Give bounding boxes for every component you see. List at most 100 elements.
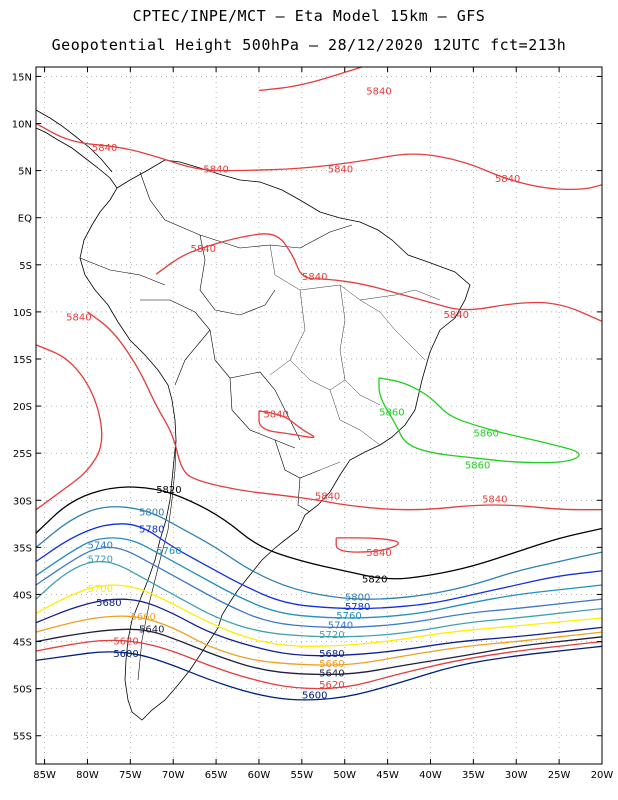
country-borders — [79, 171, 353, 681]
contour-line-5820 — [36, 486, 602, 580]
contour-label-5600: 5600 — [113, 649, 138, 660]
contour-label-5820: 5820 — [156, 485, 181, 496]
contour-label-5840: 5840 — [263, 410, 288, 421]
contour-label-5820: 5820 — [362, 574, 387, 585]
lat-tick-label: 25S — [13, 449, 32, 460]
lon-tick-label: 80W — [76, 770, 99, 781]
contour-label-5840: 5840 — [315, 492, 340, 503]
contour-label-5840: 5840 — [92, 143, 117, 154]
contour-label-5840: 5840 — [443, 310, 468, 321]
lat-tick-label: 10S — [13, 308, 32, 319]
lat-tick-label: 35S — [13, 543, 32, 554]
contour-line-5680 — [36, 598, 602, 657]
contour-line-5840 — [87, 311, 602, 511]
contour-labels: 5840 5840 5840 5840 5840 5840 5840 5840 5840 5840… — [66, 87, 520, 702]
contour-label-5660: 5660 — [319, 659, 344, 670]
contour-label-5800: 5800 — [345, 592, 370, 603]
lat-tick-label: 5N — [18, 167, 32, 178]
contour-label-5840: 5840 — [366, 87, 391, 98]
contour-label-5840: 5840 — [495, 174, 520, 185]
contour-line-5840 — [155, 233, 602, 322]
contour-label-5640: 5640 — [139, 624, 164, 635]
lat-tick-label: 15N — [12, 72, 32, 83]
map-frame — [35, 66, 603, 765]
lat-tick-label: EQ — [18, 214, 32, 225]
contour-label-5860: 5860 — [465, 460, 490, 471]
brazil-state-borders — [269, 244, 441, 471]
lat-tick-label: 15S — [13, 355, 32, 366]
map-title-line-1: CPTEC/INPE/MCT – Eta Model 15km – GFS — [132, 7, 486, 25]
contour-label-5840: 5840 — [302, 272, 327, 283]
lat-tick-label: 30S — [13, 496, 32, 507]
contour-line-5600 — [36, 645, 602, 701]
lat-tick-label: 55S — [13, 732, 32, 743]
contour-line-5660 — [36, 615, 602, 666]
contour-label-5760: 5760 — [336, 611, 361, 622]
contour-line-5800 — [36, 506, 602, 600]
lat-tick-label: 20S — [13, 402, 32, 413]
contour-label-5840: 5840 — [203, 165, 228, 176]
contour-label-5600: 5600 — [302, 690, 327, 701]
contour-line-5620 — [36, 639, 602, 690]
contour-line-5740 — [36, 546, 602, 629]
contour-label-5720: 5720 — [88, 555, 113, 566]
contour-label-5840: 5840 — [191, 244, 216, 255]
contour-label-5680: 5680 — [319, 649, 344, 660]
contour-label-5780: 5780 — [345, 602, 370, 613]
lon-tick-label: 55W — [291, 770, 314, 781]
contour-label-5760: 5760 — [156, 546, 181, 557]
height-contours — [36, 67, 602, 701]
contour-label-5860: 5860 — [379, 408, 404, 419]
contour-line-5840 — [258, 410, 315, 439]
contour-label-5620: 5620 — [113, 637, 138, 648]
contour-label-5700: 5700 — [88, 584, 113, 595]
lat-tick-label: 40S — [13, 590, 32, 601]
lon-tick-label: 40W — [419, 770, 442, 781]
contour-line-5780 — [36, 523, 602, 610]
lon-tick-label: 85W — [33, 770, 56, 781]
contour-line-5840 — [36, 122, 602, 191]
contour-label-5800: 5800 — [139, 508, 164, 519]
lon-tick-label: 75W — [119, 770, 142, 781]
contour-label-5860: 5860 — [474, 428, 499, 439]
lat-tick-label: 45S — [13, 638, 32, 649]
contour-label-5640: 5640 — [319, 669, 344, 680]
contour-label-5840: 5840 — [482, 494, 507, 505]
contour-line-5760 — [36, 537, 602, 619]
contour-label-5840: 5840 — [66, 313, 91, 324]
contour-label-5780: 5780 — [139, 525, 164, 536]
south-america-coastline — [79, 159, 471, 721]
lon-tick-label: 60W — [248, 770, 271, 781]
contour-line-5840 — [335, 537, 399, 553]
lat-tick-label: 50S — [13, 685, 32, 696]
contour-label-5740: 5740 — [328, 621, 353, 632]
contour-label-5840: 5840 — [328, 165, 353, 176]
lon-tick-label: 30W — [505, 770, 528, 781]
contour-label-5720: 5720 — [319, 630, 344, 641]
contour-line-5860 — [378, 377, 580, 464]
lat-tick-label: 10N — [12, 120, 32, 131]
lon-tick-label: 20W — [591, 770, 614, 781]
lon-tick-label: 45W — [376, 770, 399, 781]
central-america-coastline — [36, 109, 118, 189]
map-title-line-2: Geopotential Height 500hPa – 28/12/2020 … — [51, 36, 567, 54]
contour-line-5720 — [36, 560, 602, 638]
lon-tick-label: 65W — [205, 770, 228, 781]
lon-tick-label: 70W — [162, 770, 185, 781]
contour-label-5660: 5660 — [130, 612, 155, 623]
contour-line-5840 — [36, 344, 103, 511]
contour-label-5620: 5620 — [319, 680, 344, 691]
contour-label-5740: 5740 — [88, 541, 113, 552]
lon-tick-label: 50W — [333, 770, 356, 781]
contour-line-5640 — [36, 628, 602, 676]
coastline-and-borders — [36, 109, 471, 721]
contour-line-5700 — [36, 584, 602, 647]
axis-ticks: 15N 10N 5N EQ 5S 10S 15S 20S 25S 30S 35S 40S 45S 50S 5… — [12, 67, 614, 781]
lon-tick-label: 25W — [548, 770, 571, 781]
contour-line-5840 — [258, 67, 363, 92]
contour-label-5840: 5840 — [366, 548, 391, 559]
lon-tick-label: 35W — [462, 770, 485, 781]
lat-tick-label: 5S — [19, 261, 32, 272]
contour-label-5680: 5680 — [96, 598, 121, 609]
